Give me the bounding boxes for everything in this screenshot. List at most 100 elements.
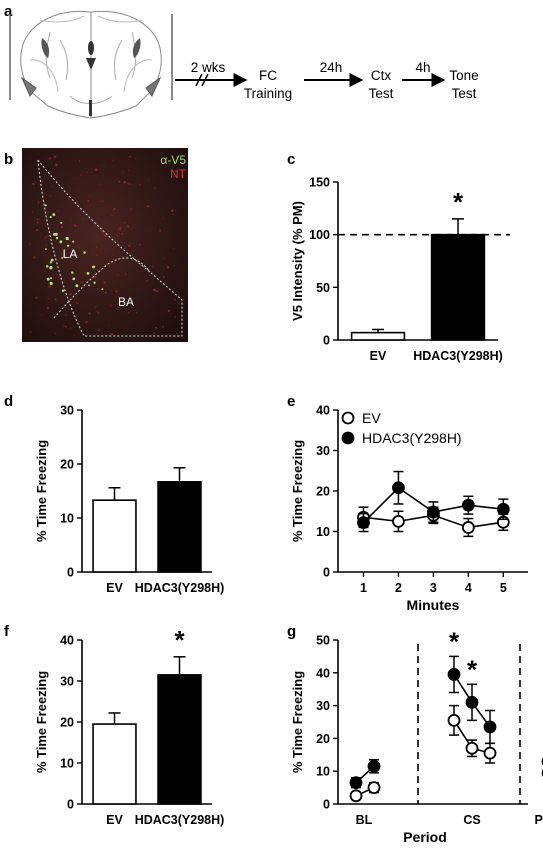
timeline-step-6-top: Tone: [449, 68, 478, 83]
v5-positive-cell: [61, 257, 63, 259]
region-label-ba: BA: [118, 295, 134, 309]
tissue-speckle: [35, 296, 38, 300]
y-tick-label: 150: [309, 176, 330, 190]
y-tick-label: 10: [316, 525, 330, 539]
v5-positive-cell: [46, 265, 49, 268]
point-hdac3: [461, 498, 475, 512]
v5-positive-cell: [53, 233, 56, 236]
v5-positive-cell: [65, 236, 69, 241]
x-tick-label: 1: [360, 581, 367, 595]
tissue-speckle: [66, 242, 68, 244]
tissue-speckle: [44, 236, 47, 239]
tissue-speckle: [175, 332, 178, 334]
tissue-speckle: [173, 247, 175, 250]
tissue-speckle: [102, 256, 105, 258]
y-axis-label: % Time Freezing: [34, 671, 49, 773]
v5-positive-cell: [101, 288, 104, 291]
tissue-speckle: [136, 312, 138, 314]
v5-positive-cell: [49, 281, 53, 285]
v5-positive-cell: [93, 281, 96, 284]
point-hdac3: [447, 668, 461, 681]
tissue-speckle: [101, 230, 103, 232]
tissue-speckle: [69, 327, 71, 329]
significance-star: *: [453, 187, 464, 217]
tissue-speckle: [109, 205, 112, 208]
tissue-speckle: [41, 181, 43, 183]
tissue-speckle: [65, 248, 68, 252]
tissue-speckle: [73, 177, 75, 179]
tissue-speckle: [83, 200, 85, 202]
y-tick-label: 20: [60, 716, 74, 730]
tissue-speckle: [104, 234, 107, 238]
tissue-speckle: [46, 306, 50, 310]
tissue-speckle: [174, 169, 178, 173]
region-label-la: LA: [63, 247, 78, 261]
tissue-speckle: [154, 289, 157, 292]
v5-positive-cell: [72, 277, 76, 281]
chart-c: 0 50 100 150 V5 Intensity (% PM) EV HDAC3(Y298…: [290, 176, 510, 363]
tissue-speckle: [129, 183, 132, 186]
y-tick-label: 30: [316, 699, 330, 713]
panel-b-label: b: [4, 151, 13, 168]
tissue-speckle: [123, 226, 127, 229]
legend-label: EV: [362, 410, 381, 426]
point-hdac3: [483, 720, 497, 734]
tissue-speckle: [110, 333, 113, 336]
tissue-speckle: [174, 316, 177, 318]
x-tick-label: EV: [106, 581, 123, 595]
tissue-speckle: [63, 325, 65, 327]
point-ev: [483, 746, 497, 760]
tissue-speckle: [123, 181, 127, 184]
tissue-speckle: [69, 292, 72, 296]
stain-label-nt: NT: [170, 167, 187, 181]
v5-positive-cell: [52, 213, 56, 217]
tissue-speckle: [70, 260, 73, 263]
v5-positive-cell: [72, 240, 75, 243]
tissue-speckle: [112, 257, 115, 259]
timeline-step-4-bottom: Test: [369, 86, 394, 101]
point-hdac3: [349, 776, 363, 790]
tissue-speckle: [97, 311, 100, 315]
tissue-speckle: [89, 206, 91, 208]
point-hdac3: [496, 502, 510, 516]
tissue-speckle: [54, 162, 56, 164]
tissue-speckle: [138, 212, 140, 215]
panel-a: a 2 wks FC Training: [4, 3, 479, 119]
tissue-speckle: [57, 210, 59, 212]
tissue-speckle: [134, 157, 137, 160]
tissue-speckle: [108, 231, 110, 233]
tissue-speckle: [64, 314, 67, 317]
tissue-speckle: [97, 254, 100, 257]
brain-schematic: [20, 10, 162, 119]
tissue-speckle: [166, 266, 170, 269]
tissue-speckle: [136, 270, 139, 272]
y-tick-label: 50: [316, 634, 330, 648]
tissue-speckle: [116, 273, 119, 276]
y-tick-label: 30: [60, 675, 74, 689]
micrograph: [22, 148, 188, 342]
v5-positive-cell: [50, 277, 53, 280]
timeline-step-1: 2 wks: [191, 60, 226, 75]
y-tick-label: 0: [323, 566, 330, 580]
tissue-speckle: [73, 335, 75, 337]
y-tick-label: 50: [316, 281, 330, 295]
v5-positive-cell: [59, 240, 63, 244]
tissue-speckle: [29, 331, 32, 334]
y-tick-label: 100: [309, 228, 330, 242]
stain-label-v5: α-V5: [160, 153, 186, 167]
tissue-speckle: [127, 312, 130, 315]
y-tick-label: 10: [316, 765, 330, 779]
tissue-speckle: [62, 256, 66, 259]
x-tick-label: 3: [430, 581, 437, 595]
point-ev: [465, 741, 479, 755]
tissue-speckle: [112, 207, 116, 211]
timeline-step-2-bottom: Training: [244, 86, 292, 101]
v5-positive-cell: [71, 271, 74, 274]
point-ev: [461, 521, 475, 534]
tissue-speckle: [111, 247, 115, 250]
timeline-step-2-top: FC: [259, 68, 277, 83]
point-hdac3: [367, 759, 381, 773]
tissue-speckle: [127, 182, 130, 185]
v5-positive-cell: [55, 236, 59, 240]
